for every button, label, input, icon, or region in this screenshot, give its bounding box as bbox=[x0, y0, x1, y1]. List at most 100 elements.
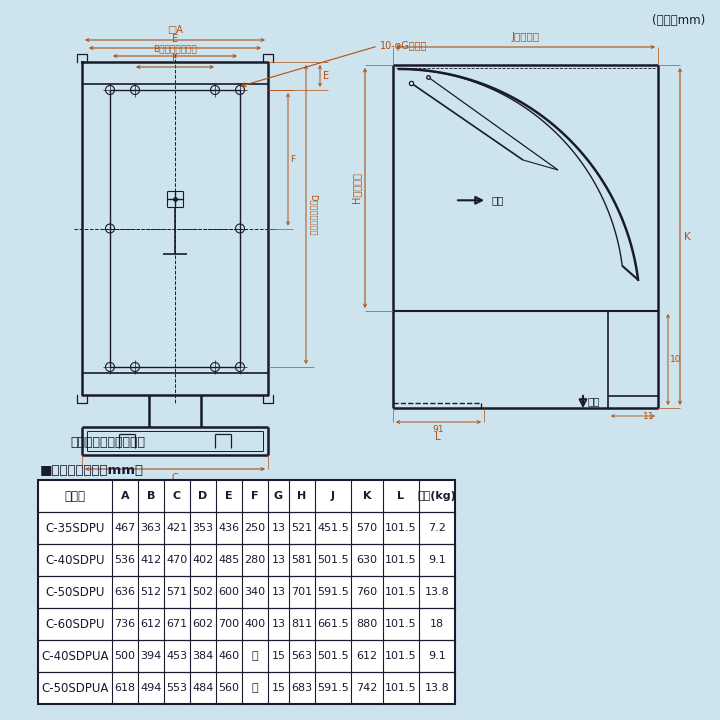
Text: 618: 618 bbox=[114, 683, 135, 693]
Text: 683: 683 bbox=[292, 683, 312, 693]
Text: C-50SDPUA: C-50SDPUA bbox=[41, 682, 109, 695]
Text: 636: 636 bbox=[114, 587, 135, 597]
Text: H（外寸）: H（外寸） bbox=[351, 173, 361, 204]
Text: 661.5: 661.5 bbox=[318, 619, 348, 629]
Text: 394: 394 bbox=[140, 651, 161, 661]
Text: 630: 630 bbox=[356, 555, 377, 565]
Text: 500: 500 bbox=[114, 651, 135, 661]
Text: 553: 553 bbox=[166, 683, 187, 693]
Text: 494: 494 bbox=[140, 683, 162, 693]
Text: 101.5: 101.5 bbox=[385, 651, 417, 661]
Text: 13: 13 bbox=[271, 619, 286, 629]
Text: K: K bbox=[363, 491, 372, 501]
Bar bbox=[38, 480, 455, 704]
Text: E: E bbox=[172, 34, 178, 44]
Text: 502: 502 bbox=[192, 587, 214, 597]
Text: B（開口部内寸）: B（開口部内寸） bbox=[153, 44, 197, 53]
Text: F: F bbox=[290, 155, 295, 163]
Text: 13: 13 bbox=[271, 587, 286, 597]
Text: C-60SDPU: C-60SDPU bbox=[45, 618, 104, 631]
Text: －: － bbox=[252, 651, 258, 661]
Text: 101.5: 101.5 bbox=[385, 683, 417, 693]
Bar bbox=[38, 480, 455, 704]
Text: 612: 612 bbox=[356, 651, 377, 661]
Text: C-40SDPUA: C-40SDPUA bbox=[41, 649, 109, 662]
Text: 563: 563 bbox=[292, 651, 312, 661]
Text: 13.8: 13.8 bbox=[425, 587, 449, 597]
Text: 811: 811 bbox=[292, 619, 312, 629]
Text: 400: 400 bbox=[244, 619, 266, 629]
Text: 467: 467 bbox=[114, 523, 135, 533]
Text: 9.1: 9.1 bbox=[428, 555, 446, 565]
Text: －: － bbox=[252, 683, 258, 693]
Text: 13: 13 bbox=[271, 555, 286, 565]
Text: 9.1: 9.1 bbox=[428, 651, 446, 661]
Text: 760: 760 bbox=[356, 587, 377, 597]
Text: 13: 13 bbox=[271, 523, 286, 533]
Text: 736: 736 bbox=[114, 619, 135, 629]
Text: 101.5: 101.5 bbox=[385, 523, 417, 533]
Text: 給気: 給気 bbox=[491, 195, 503, 205]
Text: 363: 363 bbox=[140, 523, 161, 533]
Text: A: A bbox=[121, 491, 130, 501]
Text: 742: 742 bbox=[356, 683, 378, 693]
Text: 560: 560 bbox=[218, 683, 240, 693]
Text: J: J bbox=[331, 491, 335, 501]
Text: F: F bbox=[251, 491, 258, 501]
Text: ■寸法表（単位：mm）: ■寸法表（単位：mm） bbox=[40, 464, 144, 477]
Text: 353: 353 bbox=[192, 523, 214, 533]
Text: 11: 11 bbox=[642, 412, 654, 421]
Text: 質量(kg): 質量(kg) bbox=[418, 491, 456, 501]
Text: 340: 340 bbox=[244, 587, 266, 597]
Text: 570: 570 bbox=[356, 523, 377, 533]
Text: 501.5: 501.5 bbox=[318, 651, 348, 661]
Text: 521: 521 bbox=[292, 523, 312, 533]
Text: 536: 536 bbox=[114, 555, 135, 565]
Text: 484: 484 bbox=[192, 683, 214, 693]
Text: 412: 412 bbox=[140, 555, 161, 565]
Text: H: H bbox=[297, 491, 307, 501]
Text: B: B bbox=[147, 491, 156, 501]
Text: 453: 453 bbox=[166, 651, 188, 661]
Text: 451.5: 451.5 bbox=[317, 523, 349, 533]
Text: 15: 15 bbox=[271, 683, 286, 693]
Text: 470: 470 bbox=[166, 555, 188, 565]
Text: 591.5: 591.5 bbox=[317, 683, 349, 693]
Text: 101.5: 101.5 bbox=[385, 555, 417, 565]
Text: 671: 671 bbox=[166, 619, 188, 629]
Text: F: F bbox=[172, 54, 178, 64]
Text: 591.5: 591.5 bbox=[317, 587, 349, 597]
Text: G: G bbox=[274, 491, 283, 501]
Text: 10-φG取付稴: 10-φG取付稴 bbox=[380, 41, 428, 51]
Text: 581: 581 bbox=[292, 555, 312, 565]
Text: E: E bbox=[225, 491, 233, 501]
Text: C: C bbox=[171, 473, 179, 483]
Text: (単位：mm): (単位：mm) bbox=[652, 14, 705, 27]
Text: K: K bbox=[684, 232, 690, 241]
Text: L: L bbox=[435, 432, 441, 442]
Text: E: E bbox=[323, 71, 329, 81]
Text: D: D bbox=[199, 491, 207, 501]
Text: 384: 384 bbox=[192, 651, 214, 661]
Text: 排気: 排気 bbox=[588, 396, 600, 406]
Text: 13.8: 13.8 bbox=[425, 683, 449, 693]
Text: 101.5: 101.5 bbox=[385, 587, 417, 597]
Text: C-35SDPU: C-35SDPU bbox=[45, 521, 104, 534]
Text: 250: 250 bbox=[244, 523, 266, 533]
Text: 形　名: 形 名 bbox=[65, 490, 86, 503]
Text: 701: 701 bbox=[292, 587, 312, 597]
Text: 602: 602 bbox=[192, 619, 214, 629]
Text: 571: 571 bbox=[166, 587, 188, 597]
Text: C-40SDPU: C-40SDPU bbox=[45, 554, 104, 567]
Text: C-50SDPU: C-50SDPU bbox=[45, 585, 104, 598]
Text: 700: 700 bbox=[218, 619, 240, 629]
Text: 91: 91 bbox=[432, 425, 444, 434]
Text: 101.5: 101.5 bbox=[385, 619, 417, 629]
Text: 7.2: 7.2 bbox=[428, 523, 446, 533]
Text: D（開口部内寸）: D（開口部内寸） bbox=[309, 194, 318, 235]
Text: 512: 512 bbox=[140, 587, 161, 597]
Text: 402: 402 bbox=[192, 555, 214, 565]
Text: 880: 880 bbox=[356, 619, 377, 629]
Text: 色調：ステンレス地色: 色調：ステンレス地色 bbox=[70, 436, 145, 449]
Text: □A: □A bbox=[167, 25, 183, 35]
